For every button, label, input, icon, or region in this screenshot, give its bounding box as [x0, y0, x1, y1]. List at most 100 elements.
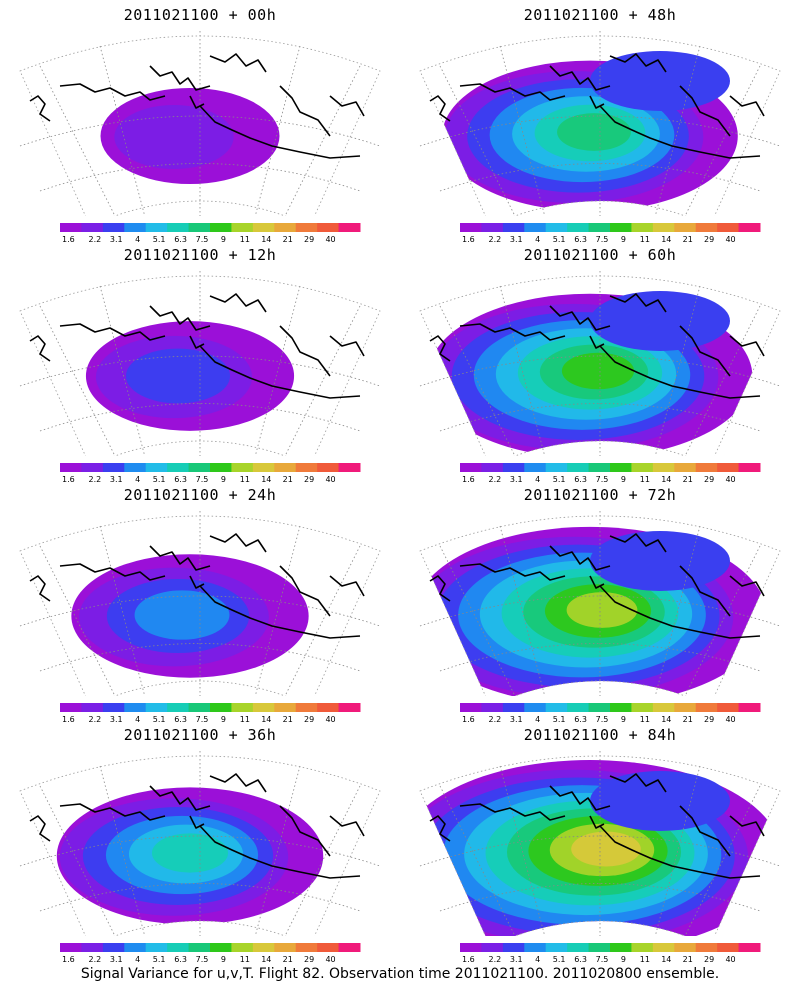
- coastline: [429, 815, 451, 842]
- colorbar-label: 21: [283, 235, 293, 243]
- coastline: [189, 335, 205, 349]
- coastline: [589, 95, 605, 109]
- variance-contour: [125, 348, 231, 404]
- colorbar-swatch: [524, 463, 547, 472]
- coastline: [599, 105, 761, 159]
- coastline: [199, 345, 361, 399]
- colorbar-swatch: [674, 943, 697, 952]
- forecast-panel: 2011021100 + 48h 1.6 2.2 3.1 4 5.1 6.3 7.5 9 11 14…: [400, 0, 800, 243]
- colorbar-label: 1.6: [62, 475, 75, 483]
- colorbar-label: 14: [261, 475, 271, 483]
- coastline: [29, 815, 51, 842]
- colorbar-label: 14: [661, 715, 671, 723]
- colorbar-label: 11: [240, 235, 250, 243]
- coastline: [209, 53, 267, 73]
- colorbar-label: 29: [304, 235, 314, 243]
- coastline: [459, 563, 566, 581]
- colorbar-swatch: [317, 463, 340, 472]
- colorbar-swatch: [145, 703, 168, 712]
- colorbar: 1.6 2.2 3.1 4 5.1 6.3 7.5 9 11 14 21 29 40: [460, 463, 761, 483]
- colorbar-label: 14: [661, 955, 671, 963]
- colorbar-swatch: [274, 463, 297, 472]
- colorbar-label: 5.1: [153, 715, 166, 723]
- colorbar-label: 7.5: [196, 715, 209, 723]
- colorbar-swatch: [124, 703, 147, 712]
- colorbar-label: 6.3: [174, 955, 187, 963]
- colorbar-swatch: [231, 703, 254, 712]
- colorbar-label: 40: [725, 715, 735, 723]
- coastline: [209, 293, 267, 313]
- colorbar-label: 14: [661, 475, 671, 483]
- panel-title: 2011021100 + 60h: [523, 246, 677, 264]
- colorbar-label: 1.6: [462, 235, 475, 243]
- colorbar-swatch: [460, 223, 482, 232]
- colorbar-label: 4: [135, 235, 140, 243]
- colorbar-swatch: [545, 703, 568, 712]
- colorbar-label: 7.5: [196, 955, 209, 963]
- coastline: [29, 575, 51, 602]
- colorbar-swatch: [738, 223, 761, 232]
- colorbar-swatch: [524, 223, 547, 232]
- colorbar-swatch: [674, 703, 697, 712]
- colorbar-swatch: [567, 223, 590, 232]
- colorbar-swatch: [188, 223, 211, 232]
- colorbar-label: 2.2: [88, 235, 101, 243]
- colorbar-swatch: [231, 943, 254, 952]
- colorbar-label: 6.3: [574, 955, 587, 963]
- coastline: [189, 575, 205, 589]
- colorbar-swatch: [631, 703, 654, 712]
- coastline: [609, 773, 667, 793]
- coastline: [189, 815, 205, 829]
- colorbar-label: 11: [640, 235, 650, 243]
- colorbar-label: 9: [221, 955, 226, 963]
- colorbar-swatch: [481, 223, 504, 232]
- colorbar-swatch: [460, 703, 482, 712]
- colorbar-swatch: [588, 703, 611, 712]
- forecast-panel: 2011021100 + 72h 1.6 2.2 3.1 4 5.1 6.3 7.5 9 11 14…: [400, 480, 800, 723]
- colorbar-swatch: [738, 463, 761, 472]
- coastline: [729, 815, 765, 837]
- colorbar-label: 6.3: [574, 475, 587, 483]
- coastline: [59, 803, 166, 821]
- colorbar-label: 11: [240, 475, 250, 483]
- colorbar-swatch: [145, 223, 168, 232]
- colorbar-swatch: [60, 943, 82, 952]
- colorbar-swatch: [567, 703, 590, 712]
- coastline: [589, 335, 605, 349]
- colorbar-swatch: [274, 943, 297, 952]
- coastline: [149, 65, 211, 91]
- colorbar-swatch: [252, 943, 275, 952]
- colorbar-label: 6.3: [174, 715, 187, 723]
- coastline: [589, 575, 605, 589]
- colorbar-label: 2.2: [488, 955, 501, 963]
- colorbar-label: 3.1: [110, 955, 123, 963]
- colorbar-label: 9: [621, 715, 626, 723]
- colorbar-label: 21: [683, 955, 693, 963]
- colorbar-label: 6.3: [174, 235, 187, 243]
- variance-map: [419, 751, 781, 936]
- forecast-panel: 2011021100 + 00h 1.6 2.2 3.1 4 5.1 6.3 7.5 9 11 14…: [0, 0, 400, 243]
- panel-title: 2011021100 + 00h: [123, 6, 277, 24]
- colorbar-swatch: [631, 223, 654, 232]
- colorbar-label: 3.1: [110, 475, 123, 483]
- coastline: [59, 563, 166, 581]
- colorbar-label: 4: [535, 475, 540, 483]
- coastline: [599, 825, 761, 879]
- colorbar-swatch: [231, 463, 254, 472]
- variance-map: [419, 31, 781, 216]
- colorbar-label: 3.1: [510, 235, 523, 243]
- colorbar-swatch: [652, 223, 675, 232]
- colorbar-swatch: [81, 703, 104, 712]
- variance-map: [419, 511, 781, 696]
- colorbar-swatch: [124, 463, 147, 472]
- colorbar-swatch: [524, 943, 547, 952]
- colorbar-label: 2.2: [88, 475, 101, 483]
- colorbar-swatch: [210, 223, 232, 232]
- variance-contour: [590, 51, 730, 111]
- colorbar-swatch: [502, 463, 525, 472]
- coastline: [209, 773, 267, 793]
- variance-contour: [566, 592, 638, 628]
- variance-contour: [114, 105, 234, 169]
- colorbar-swatch: [210, 703, 232, 712]
- variance-map: [419, 271, 781, 456]
